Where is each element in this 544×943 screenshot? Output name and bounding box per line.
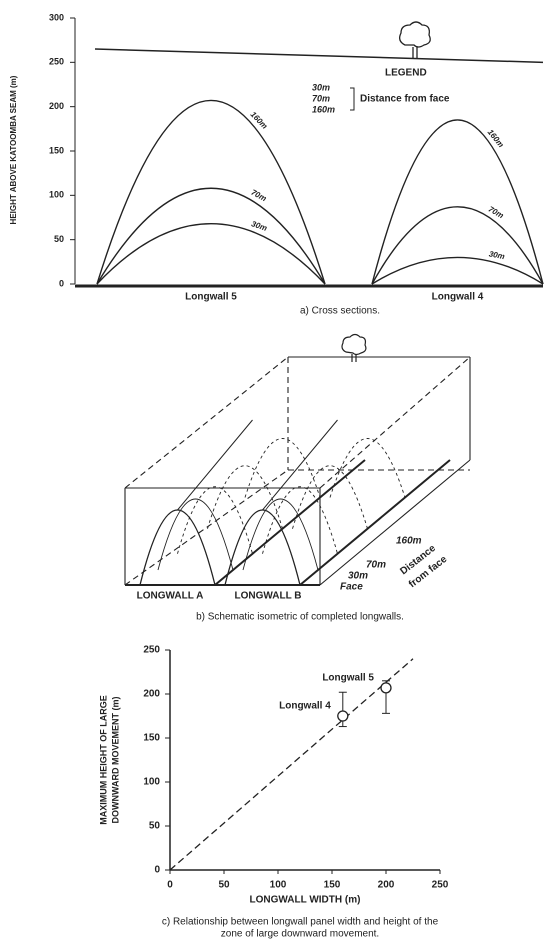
schematic-edge [263,420,338,510]
y-tick-label: 50 [149,821,161,832]
legend-entry: 160m [312,104,335,114]
y-axis-label: DOWNWARD MOVEMENT (m) [110,697,120,824]
legend-entry: 30m [312,82,330,92]
distance-label: Face [340,582,363,593]
caption: zone of large downward movement. [221,929,379,940]
y-axis-label: MAXIMUM HEIGHT OF LARGE [98,695,108,825]
longwall-label: LONGWALL A [137,591,204,602]
schematic-arch [245,439,320,498]
y-axis-label: HEIGHT ABOVE KATOOMBA SEAM (m) [9,75,18,224]
curve-label: 30m [250,219,268,233]
y-tick-label: 250 [49,57,64,67]
longwall-label: LONGWALL B [234,591,301,602]
distance-label: 160m [396,536,422,547]
tree-icon [342,335,366,363]
y-tick-label: 250 [143,645,160,656]
caption: b) Schematic isometric of completed long… [196,612,404,623]
data-point [338,711,348,721]
legend-bracket [350,88,354,110]
x-tick-label: 150 [324,880,341,891]
arch-curve [372,207,543,284]
x-tick-label: 0 [167,880,173,891]
figure: LONGWALL A LONGWALL B 160m 70m 30m Face … [0,0,544,943]
x-tick-label: 250 [432,880,449,891]
curve-label: 160m [249,110,270,131]
trend-line [170,659,413,870]
x-tick-label: 50 [218,880,230,891]
arch-curve [97,224,325,284]
distance-label: 70m [366,560,386,571]
data-point [381,683,391,693]
x-axis-label: LONGWALL WIDTH (m) [250,895,361,906]
y-tick-label: 100 [143,777,160,788]
y-tick-label: 150 [49,145,64,155]
schematic-edge [178,420,253,510]
y-tick-label: 0 [59,278,64,288]
legend-entry: 70m [312,93,330,103]
schematic-arch [330,439,405,498]
y-tick-label: 200 [49,101,64,111]
schematic-box [125,357,470,585]
caption: c) Relationship between longwall panel w… [162,917,439,928]
arch-curve [97,100,325,284]
tree-icon [400,22,431,59]
y-tick-label: 150 [143,733,160,744]
x-tick-label: Longwall 5 [185,292,237,303]
y-tick-label: 200 [143,689,160,700]
x-tick-label: 100 [270,880,287,891]
arch-curve [97,188,325,284]
point-label: Longwall 5 [322,672,374,683]
y-tick-label: 100 [49,190,64,200]
point-label: Longwall 4 [279,701,331,712]
x-tick-label: Longwall 4 [432,292,484,303]
y-tick-label: 0 [154,865,160,876]
legend-note: Distance from face [360,94,450,105]
ground-surface [95,49,543,62]
y-tick-label: 300 [49,12,64,22]
distance-label: 30m [348,571,368,582]
schematic-arches [140,420,450,585]
x-tick-label: 200 [378,880,395,891]
schematic-arch [158,499,233,570]
curve-label: 160m [486,128,506,150]
y-tick-label: 50 [54,234,64,244]
arch-curve [372,120,543,284]
legend-title: LEGEND [385,68,427,79]
caption: a) Cross sections. [300,306,380,317]
curve-label: 30m [488,249,505,261]
schematic-arch [225,510,300,585]
arch-curve [372,257,543,284]
